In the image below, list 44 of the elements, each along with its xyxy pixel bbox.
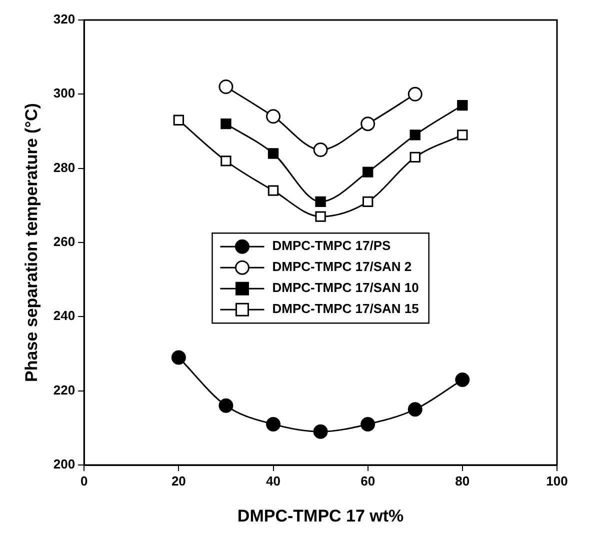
point xyxy=(268,185,279,196)
point xyxy=(408,86,422,102)
point xyxy=(410,130,420,140)
point xyxy=(268,148,279,159)
legend-label: DMPC-TMPC 17/SAN 15 xyxy=(272,301,419,316)
x-tick-label: 0 xyxy=(80,473,88,488)
x-tick-label: 40 xyxy=(266,473,280,488)
point xyxy=(220,118,232,130)
point xyxy=(266,416,281,432)
legend-label: DMPC-TMPC 17/SAN 2 xyxy=(272,259,412,274)
point xyxy=(410,152,420,163)
point xyxy=(408,402,422,417)
x-tick-label: 100 xyxy=(546,473,568,488)
y-tick-label: 220 xyxy=(53,382,76,398)
point xyxy=(457,100,468,111)
x-tick-label: 80 xyxy=(455,473,470,488)
point xyxy=(315,196,326,208)
y-tick-label: 260 xyxy=(53,234,76,250)
point xyxy=(455,372,470,387)
point xyxy=(362,196,374,208)
legend-label: DMPC-TMPC 17/PS xyxy=(272,238,392,254)
point xyxy=(218,398,234,413)
y-tick-label: 280 xyxy=(53,160,76,175)
y-tick-label: 300 xyxy=(53,86,76,101)
point xyxy=(171,350,186,365)
x-tick-label: 60 xyxy=(360,473,376,488)
point xyxy=(315,211,326,222)
y-axis-title: Phase separation temperature (°C) xyxy=(22,103,41,382)
legend-label: DMPC-TMPC 17/SAN 10 xyxy=(272,280,419,296)
point xyxy=(266,109,281,124)
point xyxy=(313,424,328,439)
x-tick-label: 20 xyxy=(171,473,186,488)
point xyxy=(218,80,234,94)
y-tick-label: 200 xyxy=(53,456,76,472)
point xyxy=(457,130,468,140)
point xyxy=(362,166,374,178)
point xyxy=(313,142,328,158)
x-axis-title: DMPC-TMPC 17 wt% xyxy=(237,506,404,526)
point xyxy=(360,116,376,132)
point xyxy=(173,114,184,126)
y-tick-label: 240 xyxy=(53,308,76,324)
y-tick-label: 320 xyxy=(53,12,76,27)
point xyxy=(360,416,376,432)
point xyxy=(220,156,232,166)
